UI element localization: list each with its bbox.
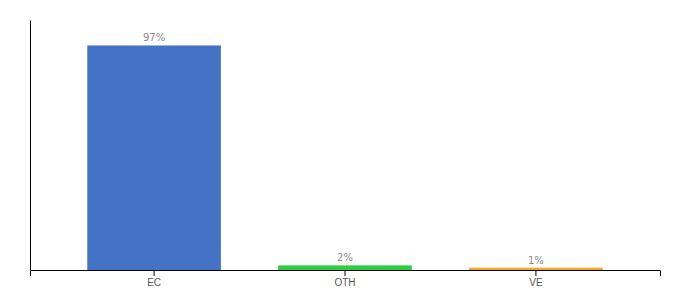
x-axis-line bbox=[31, 271, 661, 277]
x-axis: EC OTH VE bbox=[31, 270, 661, 288]
data-label: 1% bbox=[528, 255, 544, 266]
y-axis-line bbox=[30, 21, 31, 271]
x-tick-label: OTH bbox=[334, 277, 355, 288]
x-tick: OTH bbox=[334, 270, 355, 288]
bar bbox=[469, 268, 603, 270]
bar bbox=[278, 265, 412, 270]
y-axis bbox=[30, 21, 31, 271]
x-tick: VE bbox=[529, 270, 543, 288]
chart: EC OTH VE 97% 2% 1% bbox=[0, 0, 680, 300]
data-label: 97% bbox=[143, 32, 165, 43]
data-label: 2% bbox=[337, 252, 353, 263]
x-tick-mark bbox=[345, 270, 346, 276]
plot: EC OTH VE 97% 2% 1% bbox=[31, 21, 661, 289]
x-tick-mark bbox=[154, 270, 155, 276]
x-tick: EC bbox=[147, 270, 161, 288]
bar bbox=[87, 45, 221, 270]
x-tick-label: VE bbox=[529, 277, 543, 288]
bars bbox=[87, 45, 602, 270]
data-labels: 97% 2% 1% bbox=[143, 32, 544, 265]
x-tick-label: EC bbox=[147, 277, 161, 288]
x-tick-mark bbox=[535, 270, 536, 276]
